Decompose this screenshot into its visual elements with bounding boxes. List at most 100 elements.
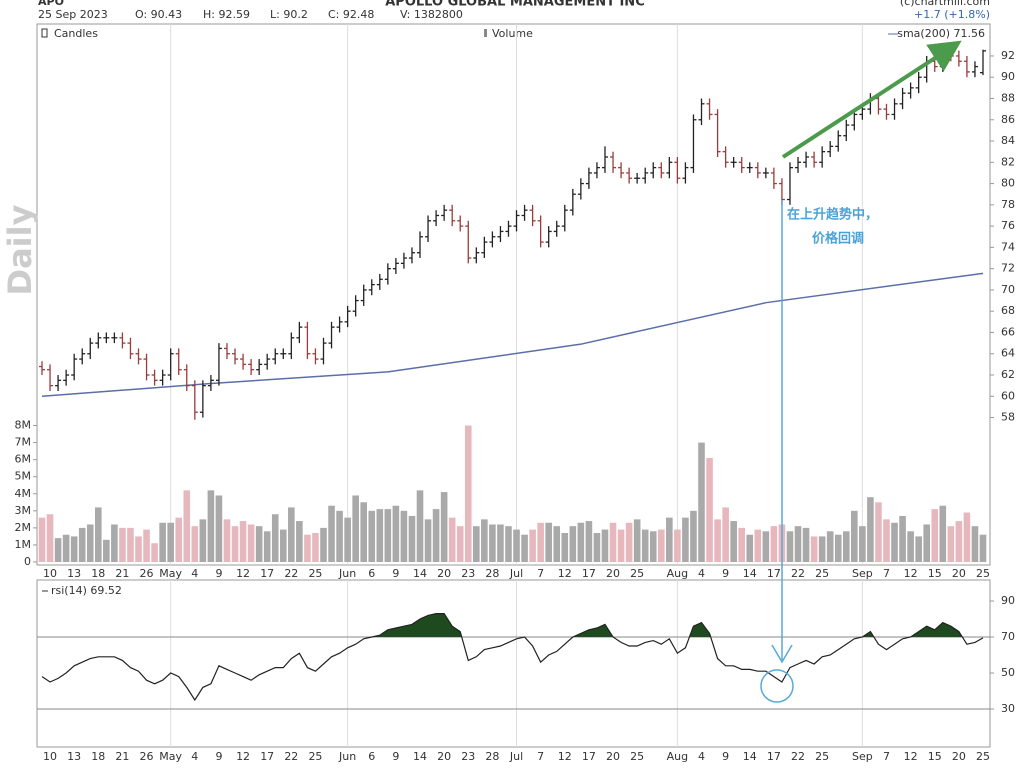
volume-bar: [883, 519, 890, 562]
volume-bar: [400, 510, 408, 562]
volume-bar: [271, 514, 279, 562]
annotation-line-1: 在上升趋势中，: [787, 207, 878, 223]
volume-bar: [223, 519, 231, 562]
x-tick-label: 18: [91, 750, 105, 763]
volume-bar: [553, 526, 561, 562]
y-tick-label: 76: [1001, 219, 1015, 232]
volume-bar: [62, 534, 70, 562]
volume-bar: [344, 517, 351, 562]
x-tick-label: 9: [392, 750, 399, 763]
x-tick-label: May: [159, 567, 182, 580]
pullback-arrowhead: [771, 644, 793, 664]
y-tick-label: 84: [1001, 134, 1015, 147]
volume-bar: [754, 529, 762, 562]
volume-bar: [625, 522, 633, 562]
volume-tick-label: 4M: [15, 487, 32, 500]
source: (c)chartmill.com: [900, 0, 990, 8]
volume-bar: [601, 529, 609, 562]
x-tick-label: 25: [308, 750, 322, 763]
x-tick-label: 4: [698, 567, 705, 580]
period: Daily: [1, 204, 39, 295]
x-tick-label: 9: [392, 567, 399, 580]
x-tick-label: 7: [883, 750, 890, 763]
x-tick-label: 25: [630, 750, 644, 763]
legend-candles: Candles: [54, 27, 98, 40]
volume-bar: [376, 509, 384, 562]
x-tick-label: 23: [461, 567, 475, 580]
x-tick-label: 26: [140, 567, 154, 580]
x-tick-label: 15: [928, 567, 942, 580]
y-tick-label: 70: [1001, 283, 1015, 296]
x-tick-label: 21: [115, 750, 129, 763]
volume-bar: [497, 524, 504, 562]
volume-bar: [569, 526, 577, 562]
volume-bar: [561, 533, 569, 562]
volume-bar: [231, 526, 239, 562]
volume-bar: [585, 521, 593, 562]
volume-bar: [456, 526, 464, 562]
volume-bar: [722, 507, 729, 562]
volume-bar: [46, 514, 54, 562]
x-tick-label: Jul: [509, 750, 523, 763]
header-high: H: 92.59: [203, 8, 250, 21]
volume-bar: [545, 522, 552, 562]
y-tick-label: 66: [1001, 325, 1015, 338]
x-tick-label: 9: [215, 567, 222, 580]
y-tick-label: 58: [1001, 411, 1015, 424]
volume-bar: [537, 522, 544, 562]
y-tick-label: 86: [1001, 113, 1015, 126]
volume-bar: [328, 505, 335, 562]
volume-bar: [279, 529, 287, 562]
volume-tick-label: 8M: [15, 419, 32, 432]
volume-bar: [899, 515, 906, 562]
y-tick-label: 80: [1001, 177, 1015, 190]
volume-bar: [907, 531, 914, 562]
volume-bar: [770, 526, 778, 562]
volume-bar: [408, 515, 416, 562]
x-tick-label: Jun: [338, 750, 356, 763]
title: APOLLO GLOBAL MANAGEMENT INC: [385, 0, 644, 10]
volume-tick-label: 2M: [15, 521, 32, 534]
volume-bar: [432, 509, 440, 562]
x-tick-label: 6: [368, 567, 375, 580]
volume-bar: [794, 526, 802, 562]
x-tick-label: 12: [558, 567, 572, 580]
legend-sma: sma(200) 71.56: [897, 27, 985, 40]
x-tick-label: Sep: [852, 567, 873, 580]
volume-bar: [786, 531, 794, 562]
x-tick-label: 4: [698, 750, 705, 763]
volume-bar: [304, 534, 311, 562]
x-tick-label: 21: [115, 567, 129, 580]
header-open: O: 90.43: [135, 8, 182, 21]
x-tick-label: 20: [952, 750, 966, 763]
x-tick-label: 22: [284, 567, 298, 580]
header-close: C: 92.48: [328, 8, 374, 21]
rsi-tick-label: 90: [1001, 594, 1015, 607]
volume-bar: [70, 536, 78, 562]
y-tick-label: 90: [1001, 70, 1015, 83]
volume-bar: [360, 502, 368, 562]
volume-bar: [947, 526, 955, 562]
volume-bar: [167, 522, 174, 562]
volume-bar: [617, 529, 625, 562]
rsi-tick-label: 70: [1001, 630, 1015, 643]
rsi-line: [41, 612, 984, 702]
x-tick-label: 18: [91, 567, 105, 580]
volume-bar: [336, 510, 343, 562]
x-tick-label: 12: [904, 567, 918, 580]
x-tick-label: 10: [43, 750, 57, 763]
volume-bar: [320, 527, 327, 562]
volume-bar: [842, 531, 850, 562]
volume-bar: [175, 517, 183, 562]
x-tick-label: Jun: [338, 567, 356, 580]
volume-bar: [714, 519, 721, 562]
volume-bar: [834, 534, 842, 562]
sma-line: [41, 272, 984, 398]
x-tick-label: Aug: [667, 750, 688, 763]
volume-bar: [867, 497, 874, 562]
x-tick-label: 17: [582, 750, 596, 763]
x-tick-label: 12: [558, 750, 572, 763]
x-tick-label: 14: [413, 567, 427, 580]
